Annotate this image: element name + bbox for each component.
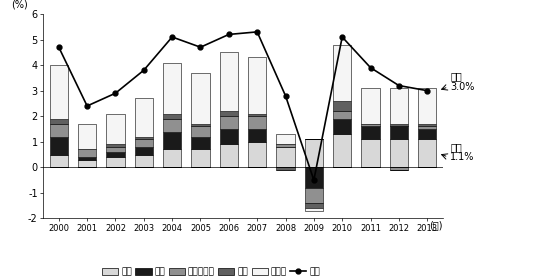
Bar bbox=[163, 62, 181, 114]
Legend: 中国, 米国, ユーロ地域, 日本, その他, 世界: 中国, 米国, ユーロ地域, 日本, その他, 世界 bbox=[98, 264, 323, 280]
Bar bbox=[418, 124, 436, 127]
Bar bbox=[418, 129, 436, 139]
Bar bbox=[50, 65, 68, 119]
Bar bbox=[390, 88, 408, 124]
Bar bbox=[78, 150, 96, 157]
Bar bbox=[134, 98, 153, 137]
Bar bbox=[220, 144, 238, 167]
Bar bbox=[220, 52, 238, 111]
Bar bbox=[390, 127, 408, 139]
Bar bbox=[248, 116, 266, 129]
Bar bbox=[191, 137, 210, 150]
Bar bbox=[78, 160, 96, 167]
Bar bbox=[163, 119, 181, 132]
Bar bbox=[305, 208, 323, 211]
Bar bbox=[333, 101, 352, 111]
Bar bbox=[248, 129, 266, 142]
Bar bbox=[418, 127, 436, 129]
Text: (年): (年) bbox=[429, 220, 443, 230]
Bar bbox=[248, 142, 266, 167]
Bar bbox=[106, 152, 125, 157]
Bar bbox=[191, 124, 210, 127]
Bar bbox=[191, 150, 210, 167]
Bar bbox=[276, 134, 295, 144]
Bar bbox=[361, 124, 380, 127]
Bar bbox=[361, 127, 380, 139]
Bar bbox=[305, 203, 323, 208]
Bar bbox=[163, 150, 181, 167]
Bar bbox=[305, 139, 323, 167]
Bar bbox=[134, 137, 153, 139]
Bar bbox=[220, 116, 238, 129]
Bar bbox=[305, 188, 323, 203]
Bar bbox=[418, 139, 436, 167]
Bar bbox=[191, 73, 210, 124]
Bar bbox=[50, 155, 68, 167]
Bar bbox=[248, 57, 266, 114]
Bar bbox=[361, 88, 380, 124]
Bar bbox=[333, 45, 352, 101]
Bar bbox=[50, 119, 68, 124]
Text: 3.0%: 3.0% bbox=[450, 82, 475, 92]
Bar bbox=[163, 114, 181, 119]
Bar bbox=[134, 139, 153, 147]
Bar bbox=[106, 114, 125, 144]
Bar bbox=[390, 167, 408, 170]
Bar bbox=[220, 111, 238, 116]
Bar bbox=[134, 155, 153, 167]
Bar bbox=[333, 134, 352, 167]
Text: (%): (%) bbox=[11, 0, 28, 10]
Bar bbox=[418, 88, 436, 124]
Bar bbox=[390, 139, 408, 167]
Bar bbox=[390, 124, 408, 127]
Bar bbox=[248, 114, 266, 116]
Bar bbox=[191, 127, 210, 137]
Bar bbox=[106, 157, 125, 167]
Text: 1.1%: 1.1% bbox=[450, 152, 475, 162]
Bar bbox=[50, 137, 68, 155]
Bar bbox=[134, 147, 153, 155]
Bar bbox=[361, 139, 380, 167]
Bar bbox=[276, 167, 295, 170]
Bar bbox=[50, 124, 68, 137]
Text: 中国: 中国 bbox=[450, 142, 462, 152]
Bar bbox=[276, 147, 295, 167]
Bar bbox=[305, 167, 323, 188]
Bar bbox=[106, 147, 125, 152]
Bar bbox=[106, 144, 125, 147]
Bar bbox=[78, 124, 96, 150]
Bar bbox=[333, 119, 352, 134]
Bar bbox=[333, 111, 352, 119]
Text: 世界: 世界 bbox=[450, 72, 462, 81]
Bar bbox=[276, 144, 295, 147]
Bar bbox=[163, 132, 181, 150]
Bar bbox=[220, 129, 238, 144]
Bar bbox=[78, 157, 96, 160]
